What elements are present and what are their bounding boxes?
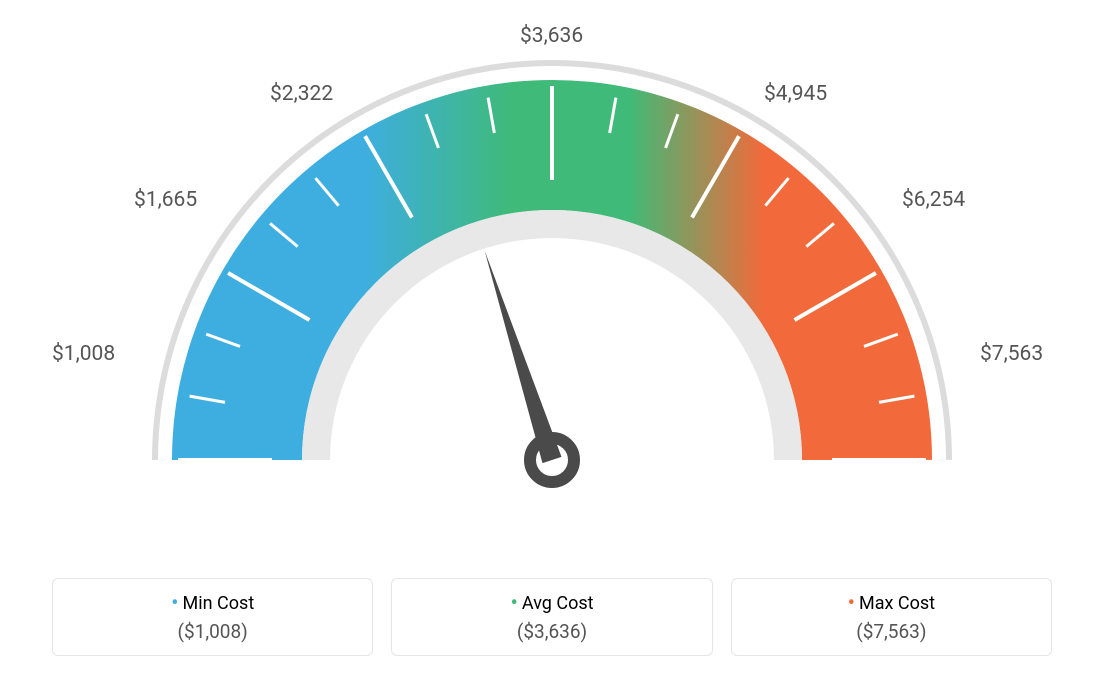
legend-max-value: ($7,563) [742, 620, 1041, 643]
legend-avg-value: ($3,636) [402, 620, 701, 643]
legend-label-text: Min Cost [183, 593, 255, 614]
legend-row: •Min Cost ($1,008) •Avg Cost ($3,636) •M… [52, 578, 1052, 656]
scale-label: $1,008 [52, 342, 115, 366]
scale-label: $6,254 [902, 188, 965, 212]
legend-avg: •Avg Cost ($3,636) [391, 578, 712, 656]
legend-min: •Min Cost ($1,008) [52, 578, 373, 656]
legend-label-text: Avg Cost [522, 593, 594, 614]
scale-label: $3,636 [520, 24, 583, 48]
gauge-svg [52, 20, 1052, 560]
legend-label-text: Max Cost [859, 593, 935, 614]
legend-avg-label: •Avg Cost [402, 593, 701, 614]
legend-max-label: •Max Cost [742, 593, 1041, 614]
scale-label: $2,322 [270, 82, 333, 106]
dot-icon: • [510, 591, 517, 616]
dot-icon: • [171, 591, 178, 616]
gauge-chart: $1,008 $1,665 $2,322 $3,636 $4,945 $6,254 $7,5… [52, 20, 1052, 560]
scale-label: $1,665 [134, 188, 197, 212]
scale-label: $4,945 [764, 82, 827, 106]
legend-min-value: ($1,008) [63, 620, 362, 643]
legend-min-label: •Min Cost [63, 593, 362, 614]
scale-label: $7,563 [980, 342, 1043, 366]
legend-max: •Max Cost ($7,563) [731, 578, 1052, 656]
dot-icon: • [848, 591, 855, 616]
